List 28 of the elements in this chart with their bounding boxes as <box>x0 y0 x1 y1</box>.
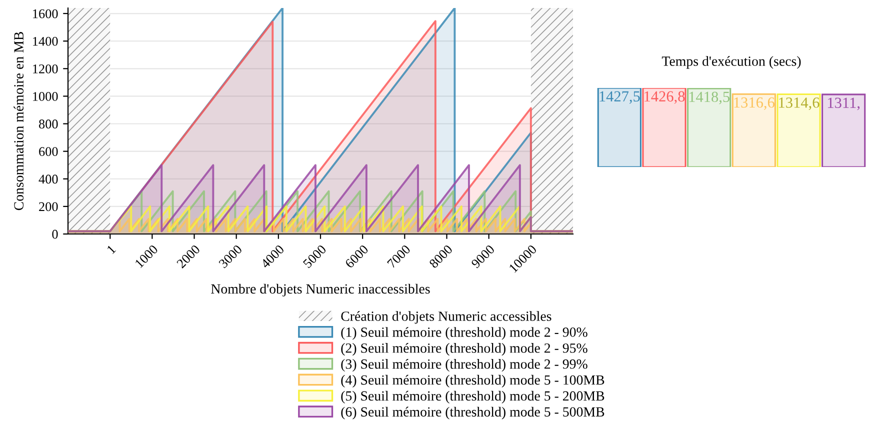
x-tick-label: 6000 <box>344 244 369 269</box>
y-tick-label: 0 <box>52 230 58 239</box>
y-tick-label: 1200 <box>33 64 58 74</box>
y-tick-label: 800 <box>38 120 58 128</box>
data-label: 1426,8 <box>644 91 685 104</box>
y-tick-label: 600 <box>39 147 58 156</box>
x-tick-label: 4000 <box>260 244 285 269</box>
data-label: 1418,5 <box>689 92 730 104</box>
legend-label: (6) Seuil mémoire (threshold) mode 5 - 500MB <box>341 406 604 420</box>
data-label: 1427,5 <box>600 91 640 104</box>
y-tick-label: 200 <box>39 202 58 212</box>
data-label: 1314,6 <box>779 98 820 110</box>
y-tick-label: 1400 <box>33 36 58 46</box>
y-axis-title: Consommation mémoire en MB <box>14 32 24 210</box>
data-label: 1316,6 <box>734 97 774 110</box>
x-tick-label: 1 <box>106 244 116 254</box>
legend-label: (4) Seuil mémoire (threshold) mode 5 - 100MB <box>341 374 604 388</box>
x-axis-title: Nombre d'objets Numeric inaccessibles <box>211 284 430 296</box>
legend-label: (2) Seuil mémoire (threshold) mode 2 - 95% <box>341 343 588 356</box>
y-tick-label: 400 <box>38 174 58 184</box>
legend-label: (1) Seuil mémoire (threshold) mode 2 - 90% <box>341 327 588 340</box>
chart-title: Temps d'exécution (secs) <box>662 56 801 69</box>
y-tick-label: 1000 <box>33 92 58 101</box>
legend-label: (5) Seuil mémoire (threshold) mode 5 - 200MB <box>341 390 604 404</box>
legend-label: Création d'objets Numeric accessibles <box>341 311 552 324</box>
data-label: 1311, <box>828 98 860 110</box>
legend-label: (3) Seuil mémoire (threshold) mode 2 - 99% <box>341 358 588 372</box>
y-tick-label: 1600 <box>33 9 58 18</box>
